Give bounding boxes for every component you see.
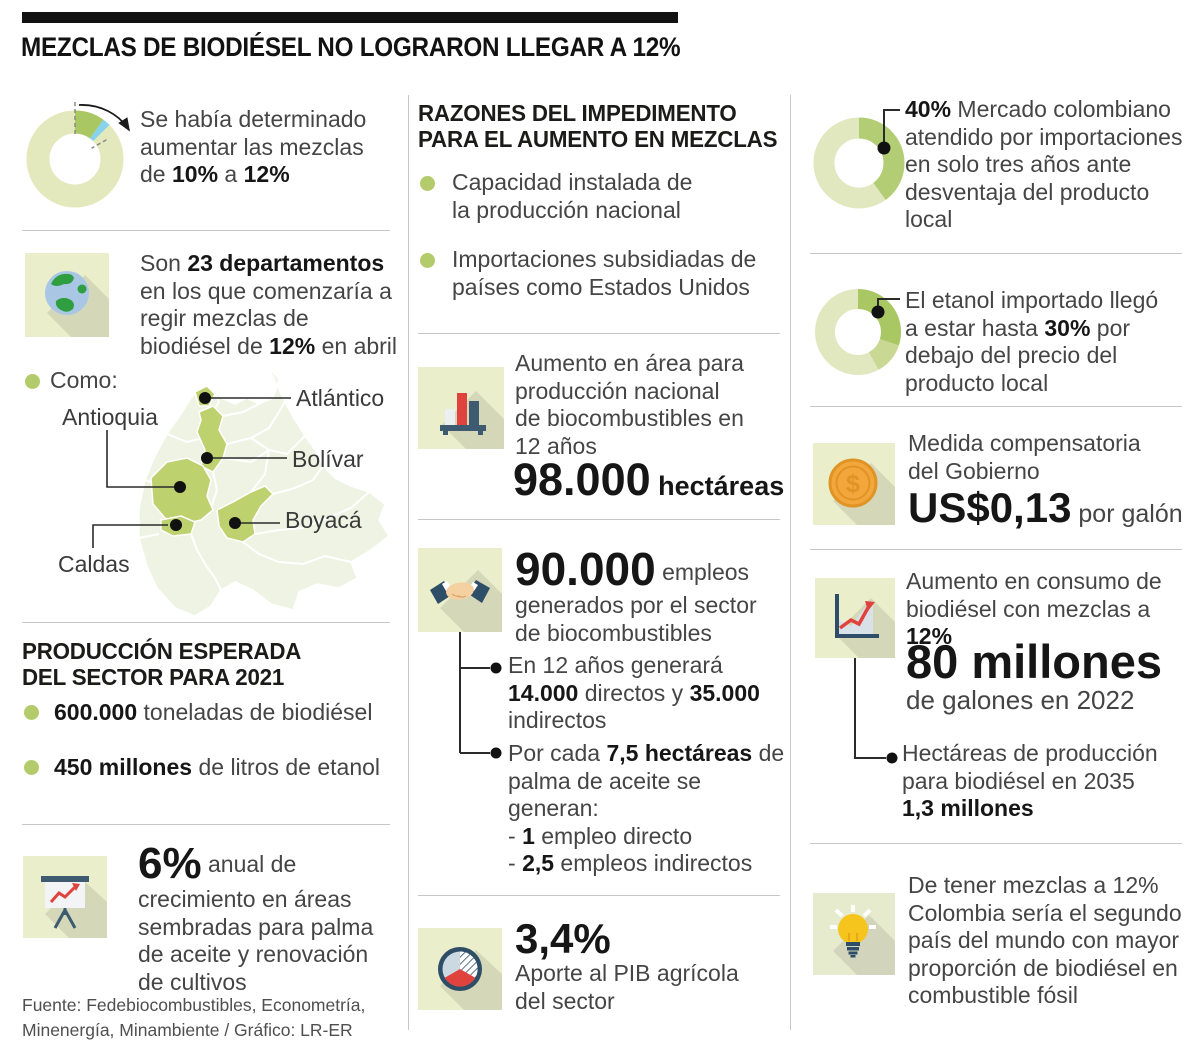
text-consumo: Aumento en consumo de biodiésel con mezc… [906, 568, 1162, 650]
coin-icon: $ [813, 443, 895, 525]
tick-line [91, 139, 107, 149]
divider [810, 843, 1182, 844]
divider [22, 622, 390, 623]
bullet-dot [420, 176, 435, 191]
map-marker-dots [170, 392, 241, 531]
increase-arrow-icon [78, 104, 130, 132]
line-chart-icon [815, 578, 895, 658]
medida-number-line: US$0,13 por galón [908, 487, 1183, 529]
page-title: MEZCLAS DE BIODIÉSEL NO LOGRARON LLEGAR … [21, 32, 681, 62]
medida-text: Medida compensatoria del Gobierno [908, 430, 1141, 484]
lightbulb-icon [813, 893, 895, 975]
crecimiento-number: 6% [138, 839, 202, 888]
divider [810, 549, 1182, 550]
divider-vertical-right [790, 95, 791, 1030]
text-determinado: Se había determinado aumentar las mezcla… [140, 106, 367, 188]
text-mezclas-12: De tener mezclas a 12% Colombia sería el… [908, 872, 1182, 1009]
text-empleos-sub1: En 12 años generará 14.000 directos y 35… [508, 652, 760, 734]
source-credit: Fuente: Fedebiocombustibles, Econometría… [22, 995, 366, 1040]
area-number: 98.000 hectáreas [513, 457, 784, 502]
bar-chart-icon [418, 367, 504, 449]
divider [418, 519, 780, 520]
map-label-boyaca: Boyacá [285, 507, 362, 533]
pie-chart-icon [418, 928, 502, 1010]
bullet-biodiesel: 600.000 toneladas de biodiésel [54, 699, 373, 725]
map-label-atlantico: Atlántico [296, 385, 385, 411]
produccion-heading: PRODUCCIÓN ESPERADA DEL SECTOR PARA 2021 [22, 638, 302, 691]
donut-chart-mercado [813, 117, 905, 209]
bullet-etanol: 450 millones de litros de etanol [54, 754, 381, 780]
empleos-number: 90.000 [515, 543, 656, 595]
handshake-icon [418, 548, 502, 632]
consumo-sub: de galones en 2022 [906, 685, 1135, 715]
map-label-caldas: Caldas [58, 551, 130, 577]
bullet-dot [420, 253, 435, 268]
divider [22, 824, 390, 825]
map-label-antioquia: Antioquia [62, 404, 158, 430]
bullet-dot [24, 760, 39, 775]
title-bar [22, 12, 678, 23]
pib-number: 3,4% [515, 915, 611, 962]
empleos-text: empleos generados por el sector de bioco… [515, 559, 757, 646]
pib-text: Aporte al PIB agrícola del sector [515, 960, 739, 1014]
colombia-map [92, 363, 390, 617]
consumo-big-number: 80 millones [906, 635, 1162, 688]
como-label: Como: [50, 367, 118, 393]
razon-2: Importaciones subsidiadas de países como… [452, 246, 757, 300]
divider [418, 333, 780, 334]
bullet-dot [25, 374, 40, 389]
text-empleos-sub2: Por cada 7,5 hectáreas de palma de aceit… [508, 740, 785, 877]
divider-vertical-left [408, 95, 409, 1030]
divider [22, 230, 390, 231]
department-borders [138, 387, 370, 591]
divider [418, 895, 780, 896]
text-mercado: 40% Mercado colombiano atendido por impo… [905, 96, 1183, 233]
razones-heading: RAZONES DEL IMPEDIMENTO PARA EL AUMENTO … [418, 100, 778, 153]
globe-icon [25, 253, 109, 337]
text-empleos: 90.000 empleos generados por el sector d… [515, 546, 777, 647]
razon-1: Capacidad instalada de la producción nac… [452, 169, 693, 223]
donut-chart-mezclas [26, 102, 130, 208]
medida-number: US$0,13 [908, 484, 1072, 531]
map-leader-lines [92, 397, 291, 548]
area-number-unit: hectáreas [650, 471, 785, 501]
area-number-value: 98.000 [513, 454, 651, 505]
donut-chart-etanol [815, 289, 901, 375]
divider [810, 406, 1182, 407]
text-departamentos: Son 23 departamentos en los que comenzar… [140, 250, 398, 359]
text-etanol: El etanol importado llegó a estar hasta … [905, 287, 1159, 396]
svg-text:$: $ [846, 470, 860, 498]
divider [810, 253, 1182, 254]
crecimiento-text: anual de crecimiento en áreas sembradas … [138, 851, 374, 995]
bullet-dot [24, 705, 39, 720]
medida-unit: por galón [1071, 500, 1183, 528]
text-hectareas-2035: Hectáreas de producción para biodiésel e… [902, 740, 1158, 822]
text-crecimiento: 6% anual de crecimiento en áreas sembrad… [138, 842, 394, 996]
presentation-chart-icon [23, 856, 107, 938]
map-label-bolivar: Bolívar [292, 446, 364, 472]
text-area: Aumento en área para producción nacional… [515, 350, 744, 459]
